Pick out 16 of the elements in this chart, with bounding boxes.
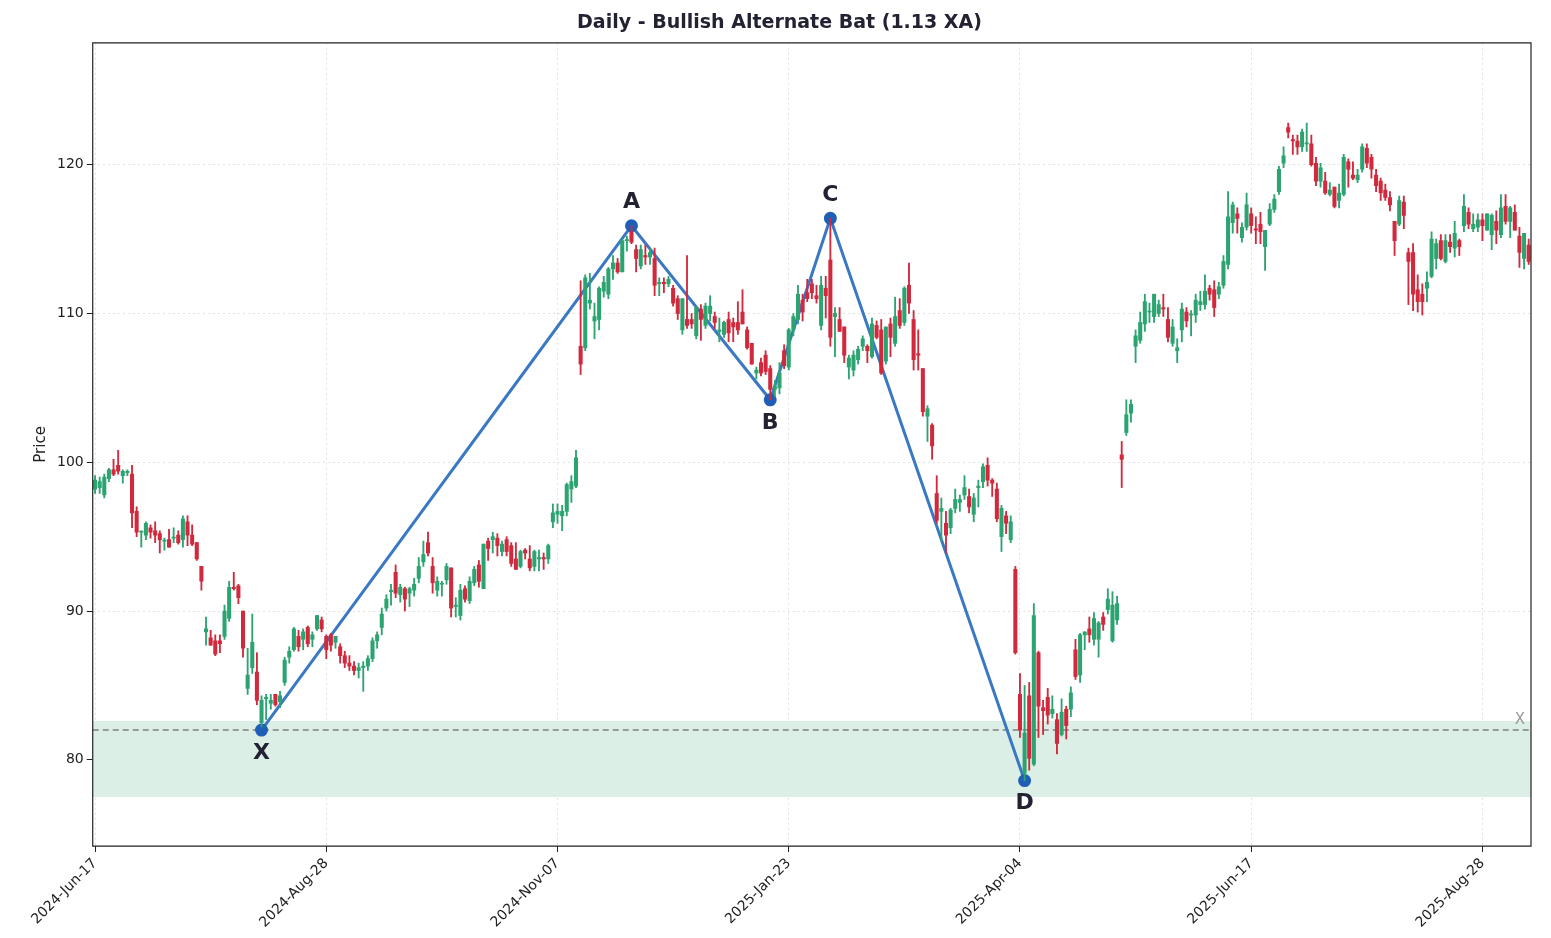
annotation: X [253, 738, 271, 764]
annotation: C [822, 181, 839, 207]
y-axis-title: Price [30, 426, 49, 463]
point [625, 219, 638, 233]
point [255, 723, 269, 737]
y-tick-label: 110 [56, 304, 84, 321]
y-tick-label: 80 [65, 750, 84, 767]
y-tick-label: 100 [56, 452, 84, 469]
annotation: D [1015, 789, 1034, 815]
ref-line-label: X [1514, 710, 1525, 729]
annotation: B [761, 408, 779, 434]
y-tick-label: 90 [65, 601, 84, 618]
candlestick [1485, 213, 1490, 231]
chart-title: Daily - Bullish Alternate Bat (1.13 XA) [577, 10, 982, 33]
annotation: A [622, 188, 641, 214]
y-tick-label: 120 [56, 155, 84, 172]
